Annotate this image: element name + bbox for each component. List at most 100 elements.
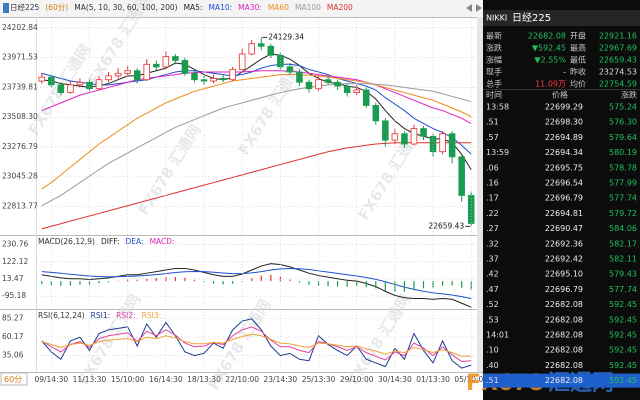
tick-price: 22698.30 xyxy=(545,118,583,127)
tick-price: 22682.08 xyxy=(545,331,583,340)
period-selector[interactable]: 60分 xyxy=(4,375,22,384)
tick-price: 22694.81 xyxy=(545,209,583,218)
tick-time: .51 xyxy=(486,118,499,127)
quote-name: 日经225 xyxy=(512,11,551,24)
y-tick-label: 122.12 xyxy=(2,257,28,266)
macd-bar xyxy=(451,281,453,286)
tick-price: 22696.79 xyxy=(545,194,583,203)
tick-time: .42 xyxy=(486,270,499,279)
ma-line xyxy=(41,70,472,124)
x-tick-label: 11/13:30 xyxy=(73,375,107,384)
tick-time: .53 xyxy=(486,315,499,324)
macd-bar xyxy=(394,281,396,293)
tick-change: 577.74 xyxy=(609,285,637,294)
legend-entry: MA5: xyxy=(184,3,203,12)
candle-body xyxy=(324,79,332,83)
legend-heading: MA(5, 10, 30, 60, 100, 200) xyxy=(74,3,177,12)
top-bar xyxy=(0,0,483,17)
quote-value: ▼2.55% xyxy=(534,56,566,65)
macd-bar xyxy=(50,281,52,286)
x-tick-label: 29/10:00 xyxy=(340,375,374,384)
tick-change: 577.99 xyxy=(609,179,637,188)
legend-entry: DIFF: xyxy=(101,237,120,246)
candle-body xyxy=(439,133,446,153)
tick-price: 22694.34 xyxy=(545,148,583,157)
macd-bar xyxy=(222,281,224,285)
macd-bar xyxy=(422,281,425,289)
candle-body xyxy=(172,56,179,61)
quote-value: - xyxy=(563,68,566,77)
candle-body xyxy=(382,120,389,141)
x-tick-label: 23/14:30 xyxy=(264,375,298,384)
candle-body xyxy=(296,71,303,83)
macd-bar xyxy=(184,277,186,282)
tick-time: .37 xyxy=(486,255,499,264)
low-annotation: 22659.43 xyxy=(428,221,464,230)
quote-label: 均价 xyxy=(570,79,586,89)
tick-time: .57 xyxy=(486,133,499,142)
macd-bar xyxy=(441,281,444,286)
ma-line xyxy=(41,142,472,230)
candle-body xyxy=(219,78,227,81)
y-tick-label: 230.76 xyxy=(2,240,28,249)
tick-change: 592.45 xyxy=(609,300,637,309)
quote-label: 涨幅 xyxy=(486,55,502,65)
macd-bar xyxy=(203,281,205,282)
tick-time: .06 xyxy=(486,163,499,172)
nav-arrows[interactable] xyxy=(466,4,482,12)
y-tick-label: 23276.79 xyxy=(2,142,38,151)
ma-line xyxy=(41,74,472,190)
quote-label: 最低 xyxy=(570,55,586,65)
candle-body xyxy=(153,63,160,68)
quote-header-bar xyxy=(483,10,640,26)
tick-change: 592.45 xyxy=(609,331,637,340)
candle-body xyxy=(162,56,170,68)
legend-entry: MA30: xyxy=(238,3,262,12)
tick-price: 22699.29 xyxy=(545,103,583,112)
candle-body xyxy=(38,76,46,82)
candle-body xyxy=(267,45,275,56)
y-tick-label: 85.27 xyxy=(2,314,24,323)
tick-change: 584.06 xyxy=(609,224,637,233)
scrollbar[interactable] xyxy=(477,17,483,372)
quote-panel xyxy=(483,0,640,400)
tick-change: 575.24 xyxy=(609,103,637,112)
macd-bar xyxy=(174,276,176,282)
macd-bar xyxy=(251,278,253,282)
candle-body xyxy=(86,81,93,90)
x-tick-label: 25/13:30 xyxy=(302,375,336,384)
candle-body xyxy=(372,105,380,122)
macd-bar xyxy=(60,281,62,286)
candle-body xyxy=(210,78,217,82)
tick-price: 22682.08 xyxy=(545,315,583,324)
macd-bar xyxy=(337,281,339,287)
candle-body xyxy=(114,72,122,77)
candle-body xyxy=(67,84,74,93)
tick-price: 22695.10 xyxy=(545,270,583,279)
candle-body xyxy=(334,81,341,87)
macd-bar xyxy=(403,281,406,292)
macd-bar xyxy=(136,279,138,282)
legend-entry: DEA: xyxy=(126,237,144,246)
macd-bar xyxy=(375,281,377,289)
tick-price: 22682.08 xyxy=(545,361,583,370)
macd-bar xyxy=(461,281,463,288)
indicator-line xyxy=(41,267,472,300)
tick-header: 涨跌 xyxy=(621,90,637,100)
macd-bar xyxy=(346,281,348,287)
legend-entry: MA200 xyxy=(327,3,353,12)
candle-body xyxy=(57,84,65,93)
legend-entry: RSI2: xyxy=(116,311,135,320)
macd-bar xyxy=(127,279,129,282)
tick-time: .47 xyxy=(486,285,499,294)
period-selector-box[interactable] xyxy=(0,372,28,386)
macd-bar xyxy=(69,281,72,286)
quote-label: 涨跌 xyxy=(486,43,502,53)
legend-title: RSI(6,12,24) xyxy=(38,311,85,320)
y-tick-label: -95.18 xyxy=(2,291,26,300)
candle-body xyxy=(181,60,189,74)
quote-label: 最新 xyxy=(486,31,502,41)
tick-time: 13:59 xyxy=(486,148,509,157)
tick-change: 579.64 xyxy=(609,133,637,142)
tick-price: 22682.08 xyxy=(545,346,583,355)
